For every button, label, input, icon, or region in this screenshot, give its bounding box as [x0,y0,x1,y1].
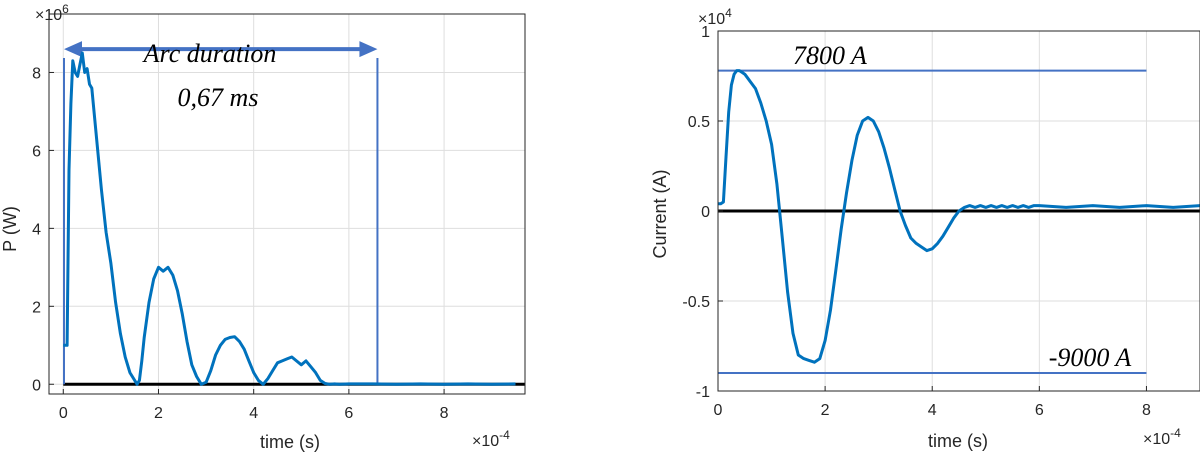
current-y-multiplier: ×104 [698,6,732,28]
power-x-tick-label: 2 [154,405,163,422]
power-series [62,51,516,386]
current-chart: 0 2 4 6 8 -1 -0.5 0 0.5 1 7800 A -9000 A time (s)… [650,6,1200,451]
current-x-tick-label: 2 [821,402,830,419]
power-y-tick-label: 8 [32,65,41,82]
current-y-tick-label: -1 [696,384,710,401]
power-y-multiplier: ×106 [35,2,69,24]
power-ticks: 0 2 4 6 8 0 2 4 6 8 [32,65,449,422]
power-x-tick-label: 0 [59,405,68,422]
power-y-tick-label: 2 [32,299,41,316]
min-current-label: -9000 A [1049,343,1132,372]
current-y-tick-label: 1 [701,24,710,41]
power-x-axis-label: time (s) [260,432,320,452]
power-y-tick-label: 6 [32,143,41,160]
current-y-tick-label: 0 [701,204,710,221]
current-y-tick-label: -0.5 [682,294,710,311]
current-limit-lines [718,69,1147,374]
current-x-axis-label: time (s) [928,431,988,451]
power-x-tick-label: 8 [440,405,449,422]
arc-duration-arrowhead-right [359,41,378,58]
arc-duration-value: 0,67 ms [178,83,259,112]
power-axes-box [48,13,526,395]
current-x-multiplier: ×10-4 [1143,426,1181,448]
arc-duration-arrowhead-left [63,41,82,58]
current-series [718,69,1200,364]
power-x-tick-label: 4 [249,405,258,422]
power-annotations [62,41,379,385]
power-y-tick-label: 4 [32,221,41,238]
current-x-tick-label: 6 [1035,402,1044,419]
power-chart: 0 2 4 6 8 0 2 4 6 8 Arc duration 0,67 ms time (s)… [0,2,526,452]
power-x-multiplier: ×10-4 [472,428,510,450]
current-ticks: 0 2 4 6 8 -1 -0.5 0 0.5 1 [682,24,1151,419]
power-y-tick-label: 0 [32,377,41,394]
current-y-axis-label: Current (A) [650,169,670,258]
current-x-tick-label: 8 [1142,402,1151,419]
current-x-tick-label: 4 [928,402,937,419]
arc-duration-label: Arc duration [142,39,277,68]
current-x-tick-label: 0 [714,402,723,419]
power-x-tick-label: 6 [344,405,353,422]
power-y-axis-label: P (W) [0,206,20,252]
current-series-line [718,69,1200,364]
current-y-tick-label: 0.5 [688,114,710,131]
peak-current-label: 7800 A [793,41,867,70]
power-series-line [62,51,516,386]
